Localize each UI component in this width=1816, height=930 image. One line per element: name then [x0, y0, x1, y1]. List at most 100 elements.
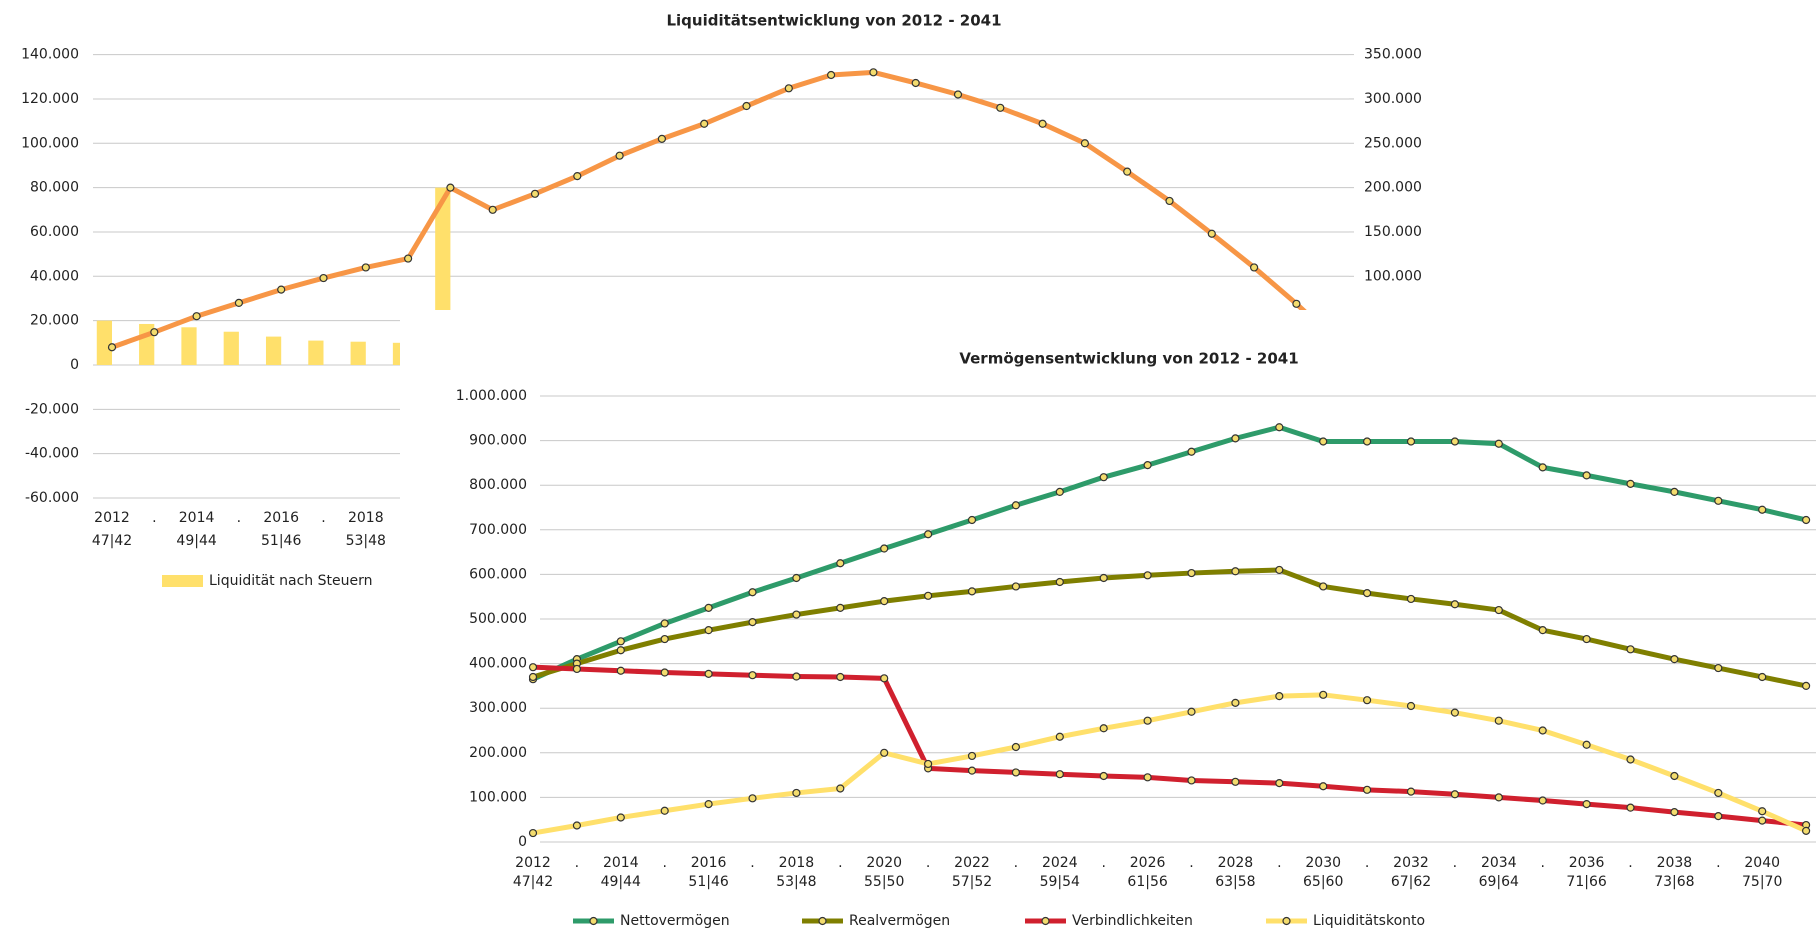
- y2-tick-label: 150.000: [1364, 224, 1422, 240]
- point-marker: [967, 751, 977, 761]
- point-marker: [1670, 487, 1679, 496]
- x-tick-label: 2020: [866, 855, 902, 871]
- point-marker: [923, 759, 933, 769]
- point-marker: [1538, 626, 1547, 635]
- point-marker: [1011, 742, 1021, 752]
- point-marker: [1123, 167, 1132, 176]
- point-marker: [488, 205, 497, 214]
- point-marker: [1801, 515, 1811, 525]
- point-marker: [660, 806, 669, 815]
- point-marker: [657, 134, 667, 143]
- x-tick-sublabel: 69|64: [1479, 874, 1519, 890]
- point-marker: [704, 603, 713, 612]
- point-marker: [1055, 577, 1064, 587]
- point-marker: [616, 666, 625, 675]
- x-tick-label: 2016: [691, 855, 727, 871]
- point-marker: [319, 273, 328, 283]
- point-marker: [277, 285, 286, 294]
- point-marker: [880, 748, 889, 757]
- point-marker: [1362, 696, 1372, 705]
- point-marker: [1582, 471, 1591, 480]
- bar: [223, 331, 239, 365]
- point-marker: [1099, 771, 1108, 781]
- point-marker: [192, 312, 201, 321]
- x-tick-sublabel: 53|48: [776, 874, 816, 890]
- x-tick-label: .: [575, 855, 579, 871]
- x-tick-label: 2028: [1218, 855, 1254, 871]
- point-marker: [836, 559, 845, 568]
- legend-label: Liquidität nach Steuern: [209, 573, 372, 589]
- point-marker: [528, 672, 538, 682]
- chart-background: [400, 310, 1816, 930]
- y-tick-label: 1.000.000: [456, 388, 527, 404]
- point-marker: [1231, 698, 1240, 707]
- point-marker: [880, 597, 889, 606]
- point-marker: [1275, 423, 1284, 432]
- x-tick-label: 2022: [954, 855, 990, 871]
- point-marker: [748, 618, 757, 627]
- y-tick-label: 100.000: [21, 135, 79, 151]
- legend-swatch: [162, 575, 203, 587]
- point-marker: [573, 171, 582, 181]
- point-marker: [1319, 690, 1328, 699]
- point-marker: [1143, 571, 1152, 580]
- point-marker: [528, 663, 538, 672]
- point-marker: [1165, 196, 1174, 206]
- point-marker: [1714, 663, 1723, 673]
- point-marker: [836, 784, 845, 793]
- x-tick-sublabel: 49|44: [176, 533, 216, 549]
- point-marker: [1582, 634, 1591, 644]
- y-tick-label: -60.000: [25, 490, 79, 506]
- x-tick-label: .: [1277, 855, 1281, 871]
- point-marker: [1450, 708, 1460, 717]
- point-marker: [361, 263, 370, 272]
- point-marker: [704, 799, 713, 809]
- point-marker: [1670, 808, 1679, 817]
- point-marker: [1406, 701, 1416, 711]
- point-marker: [1494, 605, 1503, 615]
- point-marker: [1714, 496, 1723, 505]
- legend-label: Verbindlichkeiten: [1072, 913, 1193, 929]
- point-marker: [530, 189, 540, 198]
- point-marker: [1714, 812, 1723, 821]
- point-marker: [836, 603, 845, 612]
- point-marker: [1450, 790, 1460, 799]
- legend-marker: [818, 916, 827, 926]
- series-line: [111, 69, 1341, 350]
- point-marker: [1626, 755, 1635, 764]
- point-marker: [1801, 826, 1811, 835]
- x-tick-label: .: [152, 510, 156, 526]
- chart-title: Liquiditätsentwicklung von 2012 - 2041: [666, 12, 1001, 30]
- point-marker: [660, 634, 669, 644]
- point-marker: [1494, 716, 1503, 725]
- x-tick-label: 2018: [779, 855, 815, 871]
- point-marker: [1055, 770, 1064, 779]
- x-tick-label: .: [1716, 855, 1720, 871]
- x-tick-label: 2040: [1744, 855, 1780, 871]
- point-marker: [704, 626, 713, 635]
- point-marker: [1494, 793, 1503, 802]
- point-marker: [1207, 229, 1216, 238]
- bar: [96, 320, 112, 365]
- point-marker: [923, 591, 933, 600]
- point-marker: [967, 515, 977, 525]
- y-tick-label: 800.000: [469, 477, 527, 493]
- point-marker: [660, 619, 669, 628]
- point-marker: [1626, 803, 1635, 812]
- point-marker: [748, 588, 757, 597]
- point-marker: [660, 668, 669, 677]
- y-tick-label: 900.000: [469, 433, 527, 449]
- point-marker: [792, 573, 801, 583]
- point-marker: [704, 669, 713, 678]
- x-tick-label: 2014: [179, 510, 215, 526]
- point-marker: [1011, 582, 1021, 591]
- point-marker: [1670, 655, 1679, 664]
- point-marker: [1626, 479, 1635, 488]
- point-marker: [1275, 692, 1284, 701]
- bar: [181, 327, 197, 365]
- point-marker: [1758, 505, 1767, 514]
- point-marker: [1011, 501, 1021, 510]
- y-tick-label: 80.000: [30, 180, 79, 196]
- x-tick-sublabel: 71|66: [1566, 874, 1606, 890]
- point-marker: [792, 788, 801, 798]
